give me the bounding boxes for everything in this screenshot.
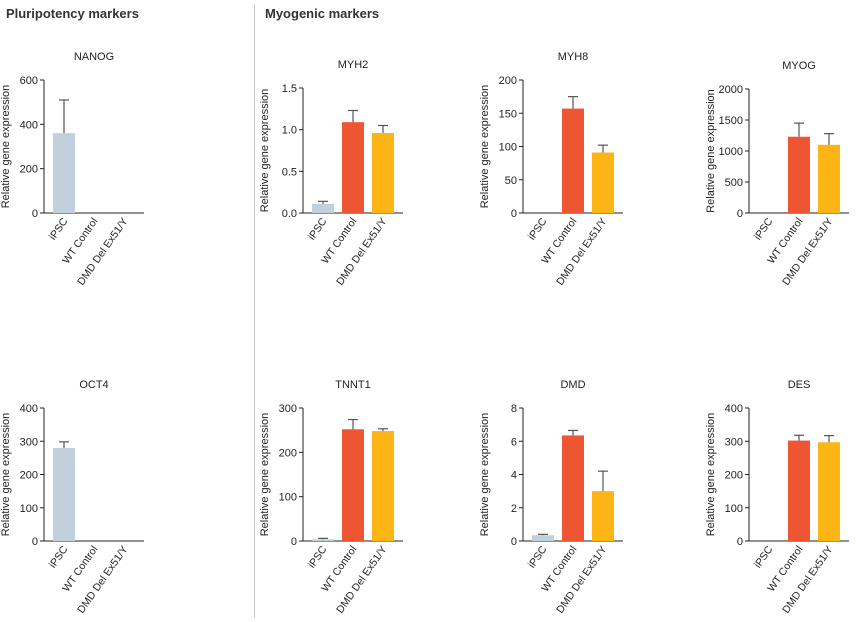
- y-tick-label: 400: [725, 403, 743, 415]
- chart-title: DES: [788, 379, 811, 391]
- y-axis-label: Relative gene expression: [479, 413, 491, 537]
- bar-wt-control: [342, 429, 364, 541]
- y-tick-label: 600: [20, 75, 38, 87]
- bar-wt-control: [788, 136, 810, 213]
- y-tick-label: 400: [20, 119, 38, 131]
- y-tick-label: 1500: [719, 115, 743, 127]
- chart-oct4: OCT4 Relative gene expression 0 100 200 300 40…: [0, 379, 144, 616]
- bar-wt-control: [788, 440, 810, 541]
- bar-wt-control: [562, 108, 584, 213]
- y-tick-label: 8: [511, 403, 517, 415]
- y-axis-label: Relative gene expression: [0, 413, 12, 537]
- chart-title: OCT4: [79, 379, 108, 391]
- chart-tnnt1: TNNT1 Relative gene expression 0 100 200 300 i…: [259, 379, 403, 616]
- y-tick-label: 0: [291, 536, 297, 548]
- y-tick-label: 300: [20, 436, 38, 448]
- y-tick-label: 2000: [719, 84, 743, 96]
- chart-title: NANOG: [74, 51, 114, 63]
- category-label: iPSC: [47, 544, 71, 571]
- chart-title: MYH2: [338, 59, 369, 71]
- y-tick-label: 0: [737, 536, 743, 548]
- y-tick-label: 0: [511, 536, 517, 548]
- chart-title: MYOG: [782, 60, 816, 72]
- y-axis-label: Relative gene expression: [705, 89, 717, 213]
- y-tick-label: 150: [499, 108, 517, 120]
- category-label: iPSC: [752, 544, 776, 571]
- chart-des: DES Relative gene expression 0 100 200 300 400…: [705, 379, 849, 616]
- bar-ipsc: [53, 447, 75, 541]
- bar-dmd-del-ex51-y: [372, 133, 394, 213]
- y-tick-label: 200: [725, 470, 743, 482]
- y-tick-label: 100: [20, 503, 38, 515]
- y-tick-label: 300: [725, 436, 743, 448]
- y-tick-label: 300: [279, 403, 297, 415]
- chart-title: DMD: [560, 379, 585, 391]
- y-tick-label: 400: [20, 403, 38, 415]
- y-tick-label: 1000: [719, 146, 743, 158]
- category-label: iPSC: [526, 544, 550, 571]
- y-tick-label: 6: [511, 436, 517, 448]
- y-axis-label: Relative gene expression: [259, 89, 271, 213]
- bar-dmd-del-ex51-y: [372, 431, 394, 541]
- section-divider: [254, 4, 255, 618]
- category-label: iPSC: [47, 216, 71, 243]
- y-tick-label: 2: [511, 503, 517, 515]
- bar-ipsc: [312, 203, 334, 213]
- bar-wt-control: [562, 435, 584, 541]
- y-tick-label: 1.5: [282, 83, 297, 95]
- y-tick-label: 50: [505, 175, 517, 187]
- bar-dmd-del-ex51-y: [818, 144, 840, 213]
- y-axis-label: Relative gene expression: [479, 85, 491, 209]
- y-tick-label: 4: [511, 470, 517, 482]
- category-label: iPSC: [752, 216, 776, 243]
- bar-dmd-del-ex51-y: [818, 442, 840, 541]
- y-tick-label: 500: [725, 177, 743, 189]
- y-tick-label: 0.0: [282, 208, 297, 220]
- chart-myh2: MYH2 Relative gene expression 0.0 0.5 1.0 1.5…: [259, 59, 403, 288]
- y-tick-label: 0: [511, 208, 517, 220]
- y-axis-label: Relative gene expression: [0, 85, 12, 209]
- bar-dmd-del-ex51-y: [592, 152, 614, 213]
- myogenic-section-title: Myogenic markers: [265, 6, 380, 21]
- y-axis-label: Relative gene expression: [259, 413, 271, 537]
- y-tick-label: 200: [20, 470, 38, 482]
- y-tick-label: 0: [737, 208, 743, 220]
- y-tick-label: 0: [32, 536, 38, 548]
- bar-wt-control: [342, 122, 364, 213]
- category-label: iPSC: [306, 216, 330, 243]
- y-tick-label: 100: [725, 503, 743, 515]
- pluripotency-section-title: Pluripotency markers: [6, 6, 139, 21]
- y-tick-label: 1.0: [282, 125, 297, 137]
- y-axis-label: Relative gene expression: [705, 413, 717, 537]
- y-tick-label: 0: [32, 208, 38, 220]
- chart-myh8: MYH8 Relative gene expression 0 50 100 150 200…: [479, 51, 623, 288]
- y-tick-label: 200: [499, 75, 517, 87]
- y-tick-label: 100: [279, 492, 297, 504]
- chart-title: TNNT1: [335, 379, 370, 391]
- bar-ipsc: [312, 539, 334, 541]
- chart-myog: MYOG Relative gene expression 0 500 1000 1500…: [705, 60, 849, 288]
- chart-title: MYH8: [558, 51, 589, 63]
- y-tick-label: 200: [279, 447, 297, 459]
- y-tick-label: 100: [499, 142, 517, 154]
- bar-ipsc: [532, 535, 554, 541]
- chart-nanog: NANOG Relative gene expression 0 200 400 600 i…: [0, 51, 144, 288]
- y-tick-label: 200: [20, 164, 38, 176]
- category-label: iPSC: [306, 544, 330, 571]
- category-label: iPSC: [526, 216, 550, 243]
- y-tick-label: 0.5: [282, 166, 297, 178]
- bar-ipsc: [53, 133, 75, 213]
- bar-dmd-del-ex51-y: [592, 491, 614, 541]
